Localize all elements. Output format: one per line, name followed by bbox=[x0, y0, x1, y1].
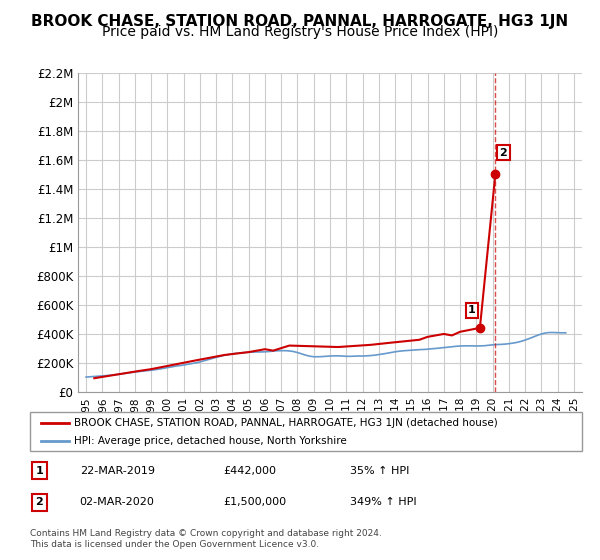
Text: 2: 2 bbox=[35, 497, 43, 507]
Text: 22-MAR-2019: 22-MAR-2019 bbox=[80, 466, 155, 475]
Text: 35% ↑ HPI: 35% ↑ HPI bbox=[350, 466, 410, 475]
Text: HPI: Average price, detached house, North Yorkshire: HPI: Average price, detached house, Nort… bbox=[74, 436, 347, 446]
Text: 1: 1 bbox=[468, 305, 476, 315]
Text: Price paid vs. HM Land Registry's House Price Index (HPI): Price paid vs. HM Land Registry's House … bbox=[102, 25, 498, 39]
Text: 1: 1 bbox=[35, 466, 43, 475]
Text: 02-MAR-2020: 02-MAR-2020 bbox=[80, 497, 155, 507]
Text: 2: 2 bbox=[500, 148, 508, 157]
Text: £442,000: £442,000 bbox=[223, 466, 276, 475]
Text: BROOK CHASE, STATION ROAD, PANNAL, HARROGATE, HG3 1JN (detached house): BROOK CHASE, STATION ROAD, PANNAL, HARRO… bbox=[74, 418, 498, 428]
FancyBboxPatch shape bbox=[30, 412, 582, 451]
Text: £1,500,000: £1,500,000 bbox=[223, 497, 286, 507]
Text: Contains HM Land Registry data © Crown copyright and database right 2024.
This d: Contains HM Land Registry data © Crown c… bbox=[30, 529, 382, 549]
Text: 349% ↑ HPI: 349% ↑ HPI bbox=[350, 497, 417, 507]
Text: BROOK CHASE, STATION ROAD, PANNAL, HARROGATE, HG3 1JN: BROOK CHASE, STATION ROAD, PANNAL, HARRO… bbox=[31, 14, 569, 29]
